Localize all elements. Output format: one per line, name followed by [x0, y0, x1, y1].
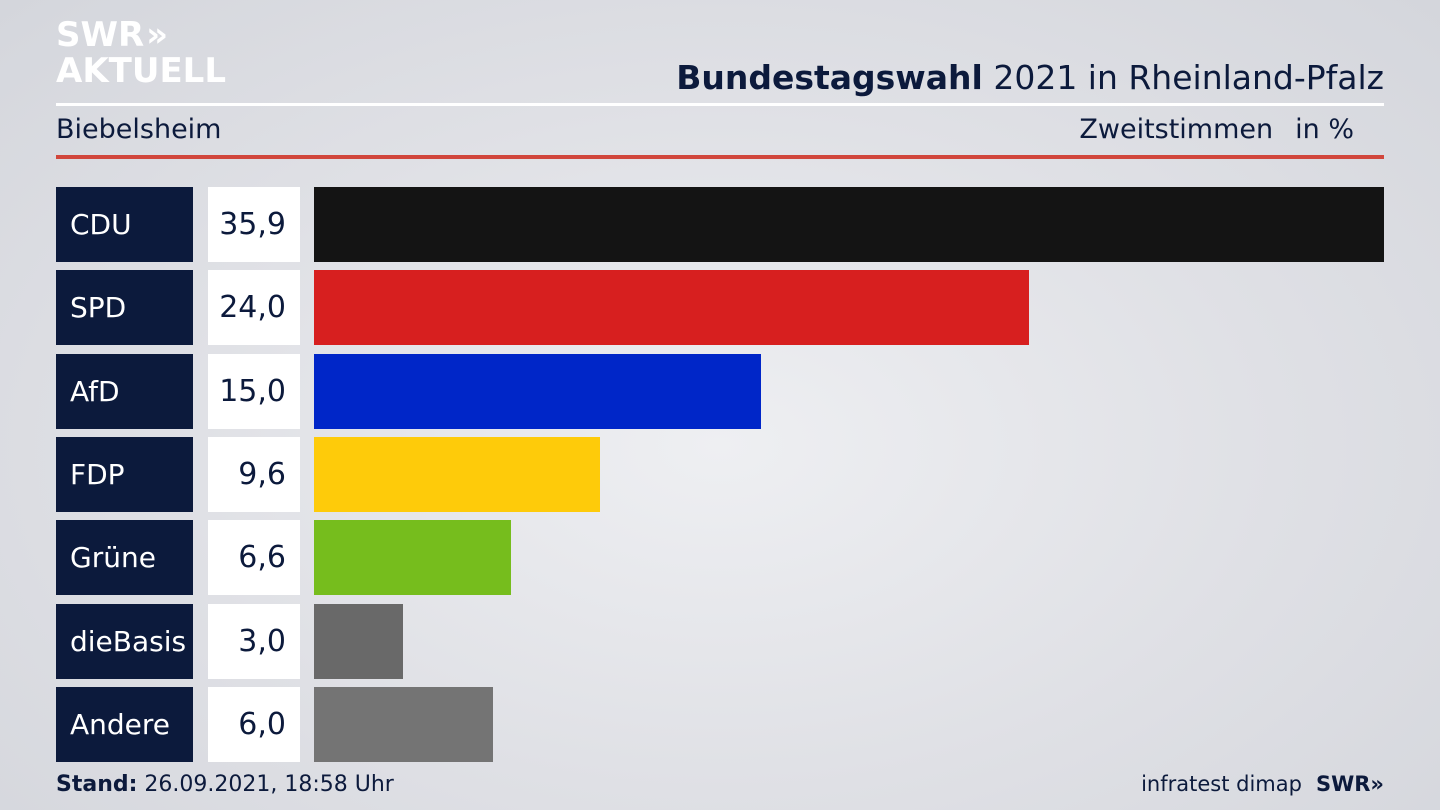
- logo-chevrons: »: [146, 15, 168, 55]
- swr-aktuell-logo: SWR» AKTUELL: [56, 18, 226, 88]
- measure-label: Zweitstimmen: [1079, 114, 1274, 145]
- swr-logo-small: SWR»: [1315, 772, 1384, 796]
- bar-row: Grüne 6,6: [56, 520, 1384, 595]
- value-label: 6,0: [208, 687, 300, 762]
- bar-cdu: [314, 187, 1384, 262]
- value-label: 3,0: [208, 604, 300, 679]
- party-label: FDP: [56, 437, 193, 512]
- measure-header: Zweitstimmen in %: [1079, 114, 1354, 145]
- bar-diebasis: [314, 604, 403, 679]
- party-label: AfD: [56, 354, 193, 429]
- value-label: 6,6: [208, 520, 300, 595]
- footer-source: infratest dimap SWR»: [1141, 772, 1384, 796]
- bar-fdp: [314, 437, 600, 512]
- party-label: Grüne: [56, 520, 193, 595]
- value-label: 9,6: [208, 437, 300, 512]
- party-label: Andere: [56, 687, 193, 762]
- bar-spd: [314, 270, 1029, 345]
- value-label: 24,0: [208, 270, 300, 345]
- bar-chart: CDU 35,9 SPD 24,0 AfD 15,0 FDP 9,6 Grüne 6,6 dieBa…: [56, 187, 1384, 762]
- source-label: infratest dimap: [1141, 772, 1302, 796]
- bar-grüne: [314, 520, 511, 595]
- logo-aktuell-text: AKTUELL: [56, 51, 227, 91]
- bar-row: Andere 6,0: [56, 687, 1384, 762]
- unit-label: in %: [1295, 114, 1354, 145]
- party-label: CDU: [56, 187, 193, 262]
- page-title: Bundestagswahl 2021 in Rheinland-Pfalz: [676, 58, 1384, 97]
- bar-afd: [314, 354, 761, 429]
- header-divider: [56, 103, 1384, 106]
- title-bold: Bundestagswahl: [676, 58, 983, 97]
- party-label: dieBasis: [56, 604, 193, 679]
- bar-row: FDP 9,6: [56, 437, 1384, 512]
- value-label: 35,9: [208, 187, 300, 262]
- timestamp-label: Stand:: [56, 772, 138, 797]
- timestamp-value: 26.09.2021, 18:58 Uhr: [137, 772, 394, 797]
- logo-swr-text: SWR: [56, 15, 145, 55]
- bar-row: dieBasis 3,0: [56, 604, 1384, 679]
- bar-andere: [314, 687, 493, 762]
- subheader-divider: [56, 155, 1384, 159]
- party-label: SPD: [56, 270, 193, 345]
- timestamp: Stand: 26.09.2021, 18:58 Uhr: [56, 772, 394, 797]
- bar-row: AfD 15,0: [56, 354, 1384, 429]
- bar-row: CDU 35,9: [56, 187, 1384, 262]
- bar-row: SPD 24,0: [56, 270, 1384, 345]
- value-label: 15,0: [208, 354, 300, 429]
- title-rest: 2021 in Rheinland-Pfalz: [982, 58, 1384, 97]
- location-label: Biebelsheim: [56, 114, 222, 145]
